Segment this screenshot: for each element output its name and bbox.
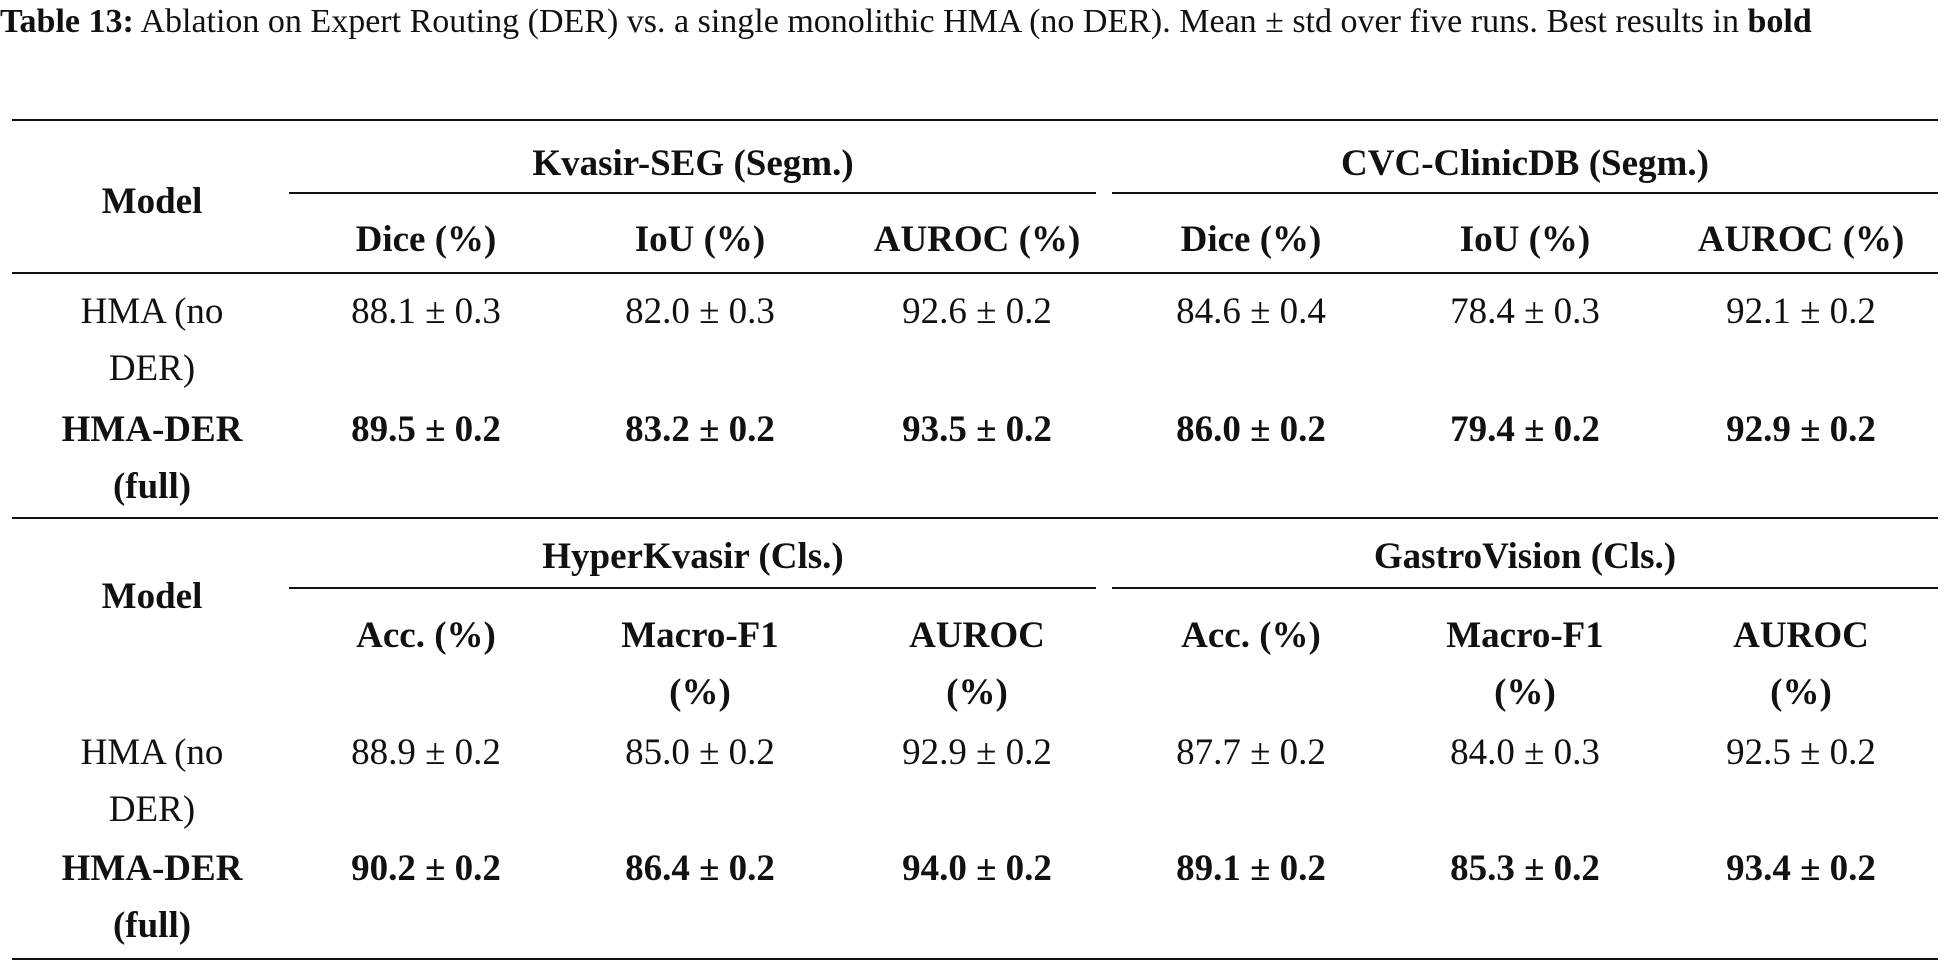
column-header: AUROC (%) bbox=[1733, 615, 1869, 713]
metric-value: 86.4 ± 0.2 bbox=[625, 848, 775, 889]
column-header: AUROC (%) bbox=[873, 219, 1081, 260]
metric-value: 88.9 ± 0.2 bbox=[351, 732, 501, 773]
column-header: Dice (%) bbox=[355, 219, 497, 260]
group-underline bbox=[289, 587, 1096, 589]
group-underline bbox=[1112, 192, 1938, 194]
metric-value: 93.5 ± 0.2 bbox=[902, 409, 1052, 450]
column-header: IoU (%) bbox=[634, 219, 766, 260]
group-header: CVC-ClinicDB (Segm.) bbox=[1341, 143, 1709, 184]
metric-value: 87.7 ± 0.2 bbox=[1176, 732, 1326, 773]
group-header: GastroVision (Cls.) bbox=[1373, 536, 1677, 577]
metric-value: 92.9 ± 0.2 bbox=[1726, 409, 1876, 450]
table-caption: Table 13: Ablation on Expert Routing (DE… bbox=[0, 2, 1950, 42]
column-header: AUROC (%) bbox=[909, 615, 1045, 713]
model-name: HMA (no DER) bbox=[80, 732, 224, 830]
metric-value: 89.1 ± 0.2 bbox=[1176, 848, 1326, 889]
model-name: HMA-DER (full) bbox=[61, 848, 243, 946]
caption-text: Ablation on Expert Routing (DER) vs. a s… bbox=[133, 3, 1748, 40]
group-underline bbox=[1112, 587, 1938, 589]
group-header: HyperKvasir (Cls.) bbox=[542, 536, 844, 577]
bottom-rule bbox=[12, 958, 1938, 960]
metric-value: 85.0 ± 0.2 bbox=[625, 732, 775, 773]
metric-value: 86.0 ± 0.2 bbox=[1176, 409, 1326, 450]
metric-value: 90.2 ± 0.2 bbox=[351, 848, 501, 889]
column-header: Macro-F1 (%) bbox=[621, 615, 779, 713]
mid-rule bbox=[12, 517, 1938, 519]
metric-value: 88.1 ± 0.3 bbox=[351, 291, 501, 332]
column-header: Acc. (%) bbox=[1181, 615, 1321, 656]
column-header: Dice (%) bbox=[1180, 219, 1322, 260]
top-rule bbox=[12, 119, 1938, 121]
metric-value: 89.5 ± 0.2 bbox=[351, 409, 501, 450]
column-header: IoU (%) bbox=[1459, 219, 1591, 260]
metric-value: 93.4 ± 0.2 bbox=[1726, 848, 1876, 889]
column-header: Macro-F1 (%) bbox=[1446, 615, 1604, 713]
metric-value: 92.5 ± 0.2 bbox=[1726, 732, 1876, 773]
metric-value: 83.2 ± 0.2 bbox=[625, 409, 775, 450]
group-header: Kvasir-SEG (Segm.) bbox=[532, 143, 854, 184]
metric-value: 92.1 ± 0.2 bbox=[1726, 291, 1876, 332]
metric-value: 94.0 ± 0.2 bbox=[902, 848, 1052, 889]
column-header: AUROC (%) bbox=[1697, 219, 1905, 260]
column-header: Acc. (%) bbox=[356, 615, 496, 656]
group-underline bbox=[289, 192, 1096, 194]
metric-value: 79.4 ± 0.2 bbox=[1450, 409, 1600, 450]
metric-value: 92.6 ± 0.2 bbox=[902, 291, 1052, 332]
metric-value: 85.3 ± 0.2 bbox=[1450, 848, 1600, 889]
metric-value: 92.9 ± 0.2 bbox=[902, 732, 1052, 773]
model-header: Model bbox=[101, 575, 203, 617]
model-header: Model bbox=[101, 181, 203, 222]
model-name: HMA-DER (full) bbox=[61, 409, 243, 507]
caption-label: Table 13: bbox=[0, 3, 134, 40]
metric-value: 84.0 ± 0.3 bbox=[1450, 732, 1600, 773]
caption-bold-word: bold bbox=[1747, 3, 1812, 40]
metric-value: 82.0 ± 0.3 bbox=[625, 291, 775, 332]
metric-value: 78.4 ± 0.3 bbox=[1450, 291, 1600, 332]
model-name: HMA (no DER) bbox=[80, 291, 224, 389]
metric-value: 84.6 ± 0.4 bbox=[1176, 291, 1326, 332]
header-rule bbox=[12, 272, 1938, 274]
